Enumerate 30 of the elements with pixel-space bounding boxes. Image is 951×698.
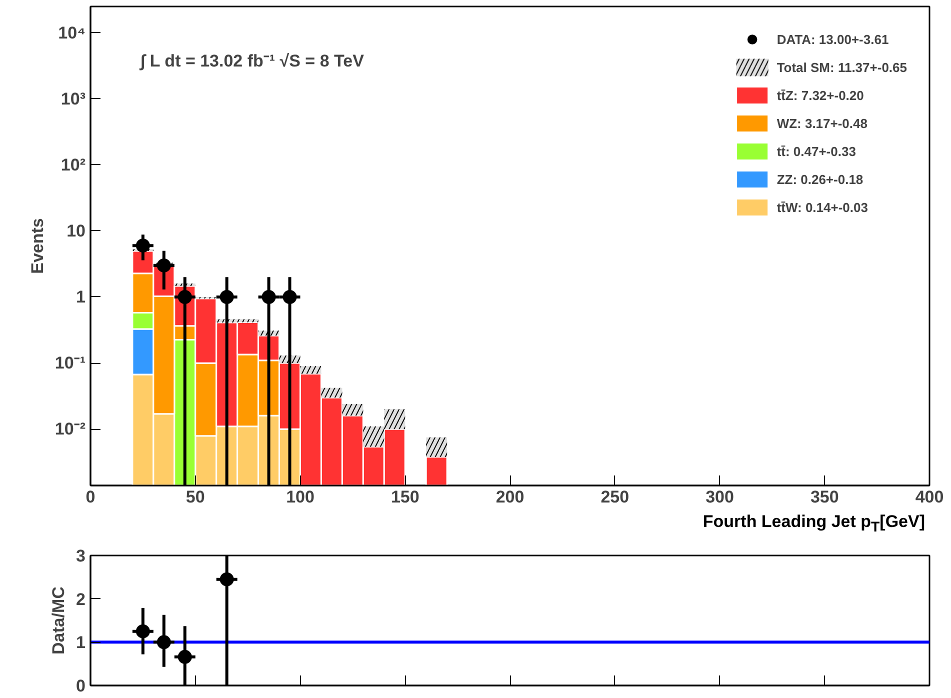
y-tick-label: 1 [76, 633, 86, 652]
y-tick-label: 1 [76, 287, 86, 306]
y-tick-label: 10⁻² [54, 420, 86, 439]
x-tick-label: 350 [810, 488, 839, 506]
y-axis-title: Data/MC [49, 586, 68, 655]
x-axis-title: Fourth Leading Jet p$_{T}$[GeV] [702, 511, 925, 538]
y-axis-title: Events [28, 218, 47, 274]
y-tick-label: 0 [76, 676, 86, 696]
x-tick-label: 150 [390, 488, 420, 506]
annotation: ∫ L dt = 13.02 fb⁻¹ √S = 8 TeV [138, 52, 365, 70]
legend-label: tt̄Z: 7.32+-0.20 [776, 88, 864, 102]
legend-label: tt̄: 0.47+-0.33 [776, 144, 856, 158]
x-tick-label: 400 [915, 488, 944, 506]
y-tick-label: 10² [60, 155, 86, 174]
y-tick-label: 10⁻¹ [54, 354, 86, 373]
y-tick-label: 3 [76, 546, 86, 566]
legend-label: WZ: 3.17+-0.48 [776, 116, 868, 130]
x-tick-label: 300 [706, 488, 734, 506]
legend-label: DATA: 13.00+-3.61 [776, 32, 889, 46]
legend-label: Total SM: 11.37+-0.65 [776, 60, 907, 74]
x-tick-label: 100 [286, 488, 314, 506]
legend-label: tt̄W: 0.14+-0.03 [776, 200, 868, 214]
x-tick-label: 200 [496, 488, 524, 506]
y-tick-label: 10⁴ [58, 23, 86, 42]
legend-label: ZZ: 0.26+-0.18 [776, 172, 864, 186]
y-tick-label: 10 [66, 221, 86, 240]
x-tick-label: 50 [186, 488, 205, 506]
x-tick-label: 250 [600, 488, 630, 506]
y-tick-label: 2 [76, 590, 86, 609]
y-tick-label: 10³ [60, 89, 86, 108]
